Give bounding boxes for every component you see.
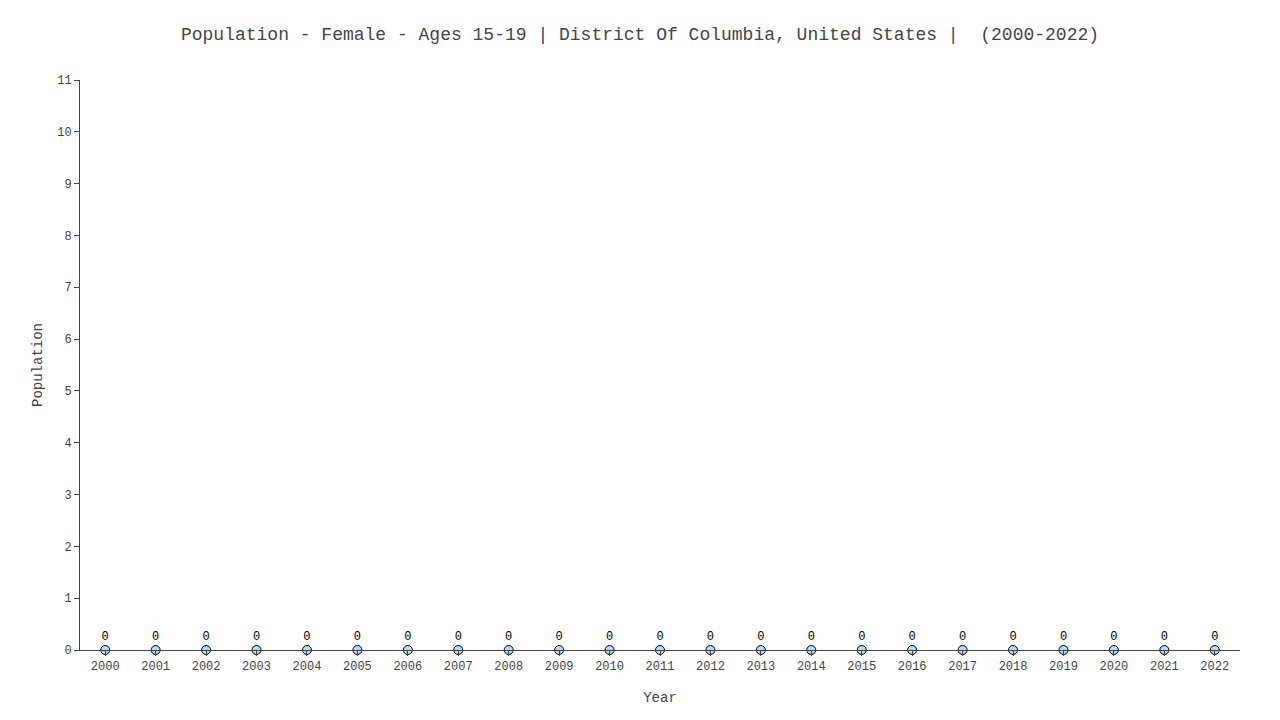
- svg-text:2011: 2011: [646, 660, 675, 674]
- svg-text:3: 3: [64, 489, 71, 503]
- svg-text:0: 0: [505, 630, 512, 644]
- svg-text:Year: Year: [643, 690, 677, 706]
- svg-text:2015: 2015: [847, 660, 876, 674]
- svg-text:0: 0: [354, 630, 361, 644]
- svg-text:0: 0: [656, 630, 663, 644]
- svg-text:2016: 2016: [898, 660, 927, 674]
- svg-text:0: 0: [858, 630, 865, 644]
- svg-text:2017: 2017: [948, 660, 977, 674]
- svg-text:0: 0: [64, 644, 71, 658]
- svg-text:0: 0: [1110, 630, 1117, 644]
- svg-text:2004: 2004: [293, 660, 322, 674]
- svg-text:0: 0: [757, 630, 764, 644]
- svg-text:0: 0: [1060, 630, 1067, 644]
- svg-text:0: 0: [556, 630, 563, 644]
- svg-text:0: 0: [102, 630, 109, 644]
- svg-text:0: 0: [303, 630, 310, 644]
- svg-text:2013: 2013: [746, 660, 775, 674]
- svg-text:2008: 2008: [494, 660, 523, 674]
- svg-text:11: 11: [57, 74, 71, 88]
- svg-text:0: 0: [253, 630, 260, 644]
- svg-text:2003: 2003: [242, 660, 271, 674]
- svg-text:1: 1: [64, 592, 71, 606]
- svg-text:2002: 2002: [192, 660, 221, 674]
- svg-text:5: 5: [64, 385, 71, 399]
- svg-text:0: 0: [404, 630, 411, 644]
- svg-text:0: 0: [1161, 630, 1168, 644]
- svg-text:0: 0: [606, 630, 613, 644]
- svg-text:2022: 2022: [1200, 660, 1229, 674]
- svg-text:2020: 2020: [1100, 660, 1129, 674]
- svg-text:0: 0: [1009, 630, 1016, 644]
- svg-text:7: 7: [64, 281, 71, 295]
- svg-text:2: 2: [64, 541, 71, 555]
- svg-text:2009: 2009: [545, 660, 574, 674]
- svg-text:2014: 2014: [797, 660, 826, 674]
- svg-text:Population - Female - Ages 15-: Population - Female - Ages 15-19 | Distr…: [181, 25, 1099, 45]
- svg-text:2001: 2001: [141, 660, 170, 674]
- svg-text:2012: 2012: [696, 660, 725, 674]
- svg-text:6: 6: [64, 333, 71, 347]
- svg-text:0: 0: [152, 630, 159, 644]
- svg-text:0: 0: [909, 630, 916, 644]
- svg-text:2010: 2010: [595, 660, 624, 674]
- svg-text:2019: 2019: [1049, 660, 1078, 674]
- svg-text:2018: 2018: [999, 660, 1028, 674]
- svg-text:9: 9: [64, 178, 71, 192]
- svg-text:0: 0: [959, 630, 966, 644]
- svg-text:Population: Population: [30, 323, 46, 407]
- svg-text:2021: 2021: [1150, 660, 1179, 674]
- svg-text:2006: 2006: [393, 660, 422, 674]
- svg-text:10: 10: [57, 126, 71, 140]
- svg-text:2005: 2005: [343, 660, 372, 674]
- svg-text:0: 0: [707, 630, 714, 644]
- svg-text:0: 0: [455, 630, 462, 644]
- svg-text:4: 4: [64, 437, 71, 451]
- svg-text:2000: 2000: [91, 660, 120, 674]
- svg-text:8: 8: [64, 230, 71, 244]
- svg-text:0: 0: [808, 630, 815, 644]
- svg-text:2007: 2007: [444, 660, 473, 674]
- svg-text:0: 0: [202, 630, 209, 644]
- svg-text:0: 0: [1211, 630, 1218, 644]
